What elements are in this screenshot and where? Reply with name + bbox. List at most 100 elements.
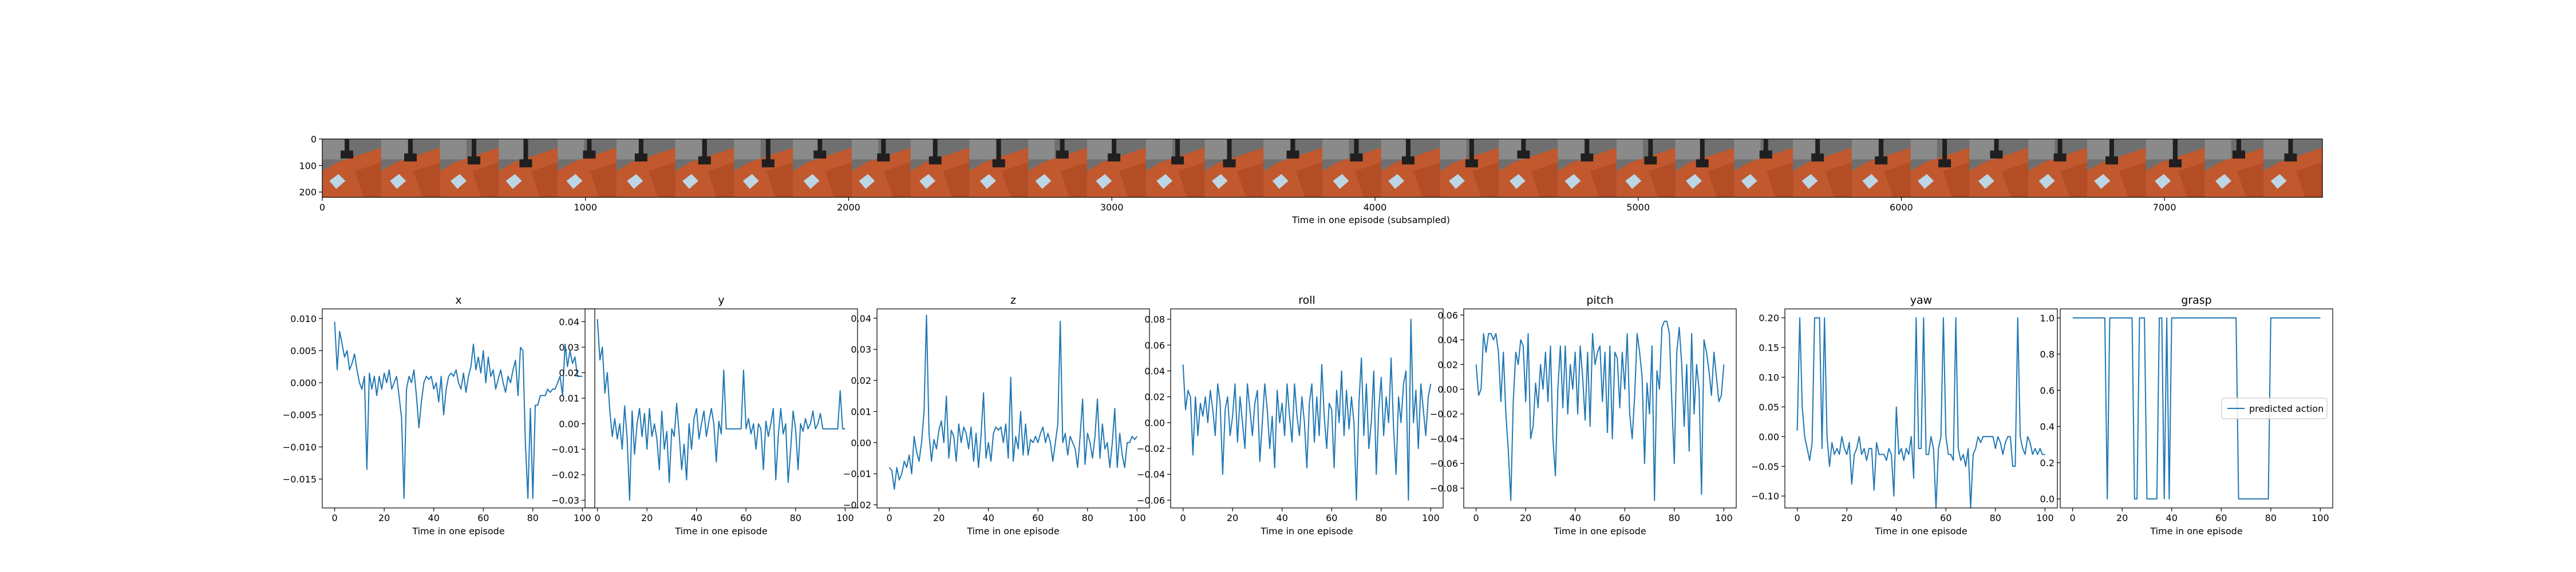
frame-object — [682, 174, 698, 189]
y-tick-label: 0.02 — [559, 368, 579, 379]
frame-object — [1448, 174, 1465, 189]
frame-table-shade — [2001, 162, 2029, 197]
filmstrip-frame — [851, 139, 911, 197]
frame-gripper — [2053, 153, 2067, 162]
x-tick-label: 40 — [1891, 513, 1902, 523]
frame-gripper — [1108, 153, 1121, 162]
filmstrip-frame — [1263, 139, 1323, 197]
y-tick-label: 1.0 — [2040, 313, 2055, 324]
plot-frame — [876, 308, 1150, 509]
filmstrip-frame — [1675, 139, 1735, 197]
frame-object — [742, 174, 759, 189]
x-tick-label: 20 — [1520, 513, 1531, 523]
frame-object — [2038, 174, 2055, 189]
frame-object — [1211, 174, 1228, 189]
y-tick-label: 0.03 — [559, 342, 579, 353]
filmstrip-x-tick-label: 7000 — [2153, 202, 2176, 213]
frame-object — [329, 174, 346, 189]
frame-gripper — [2284, 153, 2297, 162]
frame-arm — [1648, 139, 1653, 158]
frame-arm — [638, 139, 643, 155]
frame-gripper — [877, 153, 890, 162]
x-tick-label: 80 — [1669, 513, 1680, 523]
frame-gripper — [1581, 153, 1594, 162]
frame-object — [859, 174, 875, 189]
filmstrip-frame — [734, 139, 793, 197]
frame-arm — [1060, 139, 1065, 152]
frame-object — [1388, 174, 1405, 189]
x-tick-label: 0 — [1795, 513, 1800, 523]
x-tick-label: 60 — [740, 513, 752, 523]
filmstrip-frame — [1322, 139, 1382, 197]
filmstrip-y-tick-label: 200 — [299, 187, 317, 198]
frame-object — [1272, 174, 1289, 189]
frame-wall-light — [1616, 139, 1643, 160]
chart-title: z — [1010, 294, 1016, 307]
frame-gripper — [813, 150, 827, 159]
frame-wall-light — [1028, 139, 1055, 160]
filmstrip-frame-border — [322, 138, 2323, 198]
series-line — [2072, 317, 2321, 500]
frame-object — [1509, 174, 1526, 189]
frame-arm — [1994, 139, 1999, 152]
frame-table-shade — [1531, 162, 1558, 197]
frame-arm — [587, 139, 592, 152]
y-tick-label: 0.04 — [1144, 366, 1165, 376]
filmstrip-x-tick-label: 4000 — [1364, 202, 1387, 213]
x-tick-label: 0 — [1473, 513, 1479, 523]
chart-title: yaw — [1910, 294, 1932, 307]
frame-arm — [1763, 139, 1768, 152]
x-tick-label: 20 — [1227, 513, 1238, 523]
y-tick-label: 0.010 — [290, 313, 317, 324]
filmstrip-frame — [2028, 139, 2088, 197]
y-tick-label: −0.01 — [551, 444, 579, 455]
filmstrip-y-tick-label: 0 — [311, 134, 317, 145]
frame-table-shade — [1060, 162, 1087, 197]
frame-arm — [817, 139, 823, 152]
filmstrip-frame — [1910, 139, 1970, 197]
y-tick-label: −0.01 — [843, 468, 871, 479]
filmstrip-frame — [1851, 139, 1911, 197]
x-tick-label: 80 — [1990, 513, 2001, 523]
x-tick-label: 0 — [2070, 513, 2076, 523]
frame-arm — [2057, 139, 2063, 155]
frame-arm — [523, 139, 528, 161]
filmstrip-frame — [969, 139, 1029, 197]
frame-object — [1862, 174, 1879, 189]
x-tick-label: 40 — [2166, 513, 2178, 523]
frame-gripper — [2168, 159, 2182, 168]
frame-gripper — [761, 159, 775, 168]
filmstrip-x-tick-label: 6000 — [1890, 202, 1913, 213]
frame-gripper — [1223, 159, 1236, 168]
frame-table-shade — [1119, 162, 1146, 197]
frame-wall-light — [2028, 139, 2055, 160]
plot-frame — [1170, 308, 1444, 509]
frame-wall-light — [1734, 139, 1761, 160]
filmstrip-frame — [675, 139, 734, 197]
frame-gripper — [583, 150, 596, 159]
frame-gripper — [1811, 153, 1824, 162]
frame-wall-light — [1440, 139, 1467, 160]
frame-object — [1625, 174, 1642, 189]
filmstrip-frame — [616, 139, 676, 197]
filmstrip-frame — [558, 139, 617, 197]
frame-object — [390, 174, 406, 189]
filmstrip-frame — [1558, 139, 1617, 197]
frame-arm — [1700, 139, 1705, 161]
frame-object — [627, 174, 643, 189]
filmstrip-frame — [1616, 139, 1676, 197]
y-tick-label: 0.04 — [1437, 335, 1458, 345]
x-tick-label: 80 — [2265, 513, 2277, 523]
frame-arm — [933, 139, 938, 158]
y-tick-label: 0.06 — [1144, 340, 1165, 351]
y-tick-label: 0.02 — [1144, 392, 1165, 403]
frame-gripper — [1644, 156, 1657, 165]
frame-table-shade — [2178, 162, 2205, 197]
frame-arm — [702, 139, 707, 158]
frame-arm — [1112, 139, 1117, 155]
frame-table-shade — [413, 162, 440, 197]
x-axis-label: Time in one episode — [412, 526, 504, 537]
frame-gripper — [698, 156, 711, 165]
charts: x0 20 40 60 80 100−0.015−0.010−0.0050.0000.00… — [283, 294, 2333, 537]
frame-table-shade — [1825, 162, 1852, 197]
